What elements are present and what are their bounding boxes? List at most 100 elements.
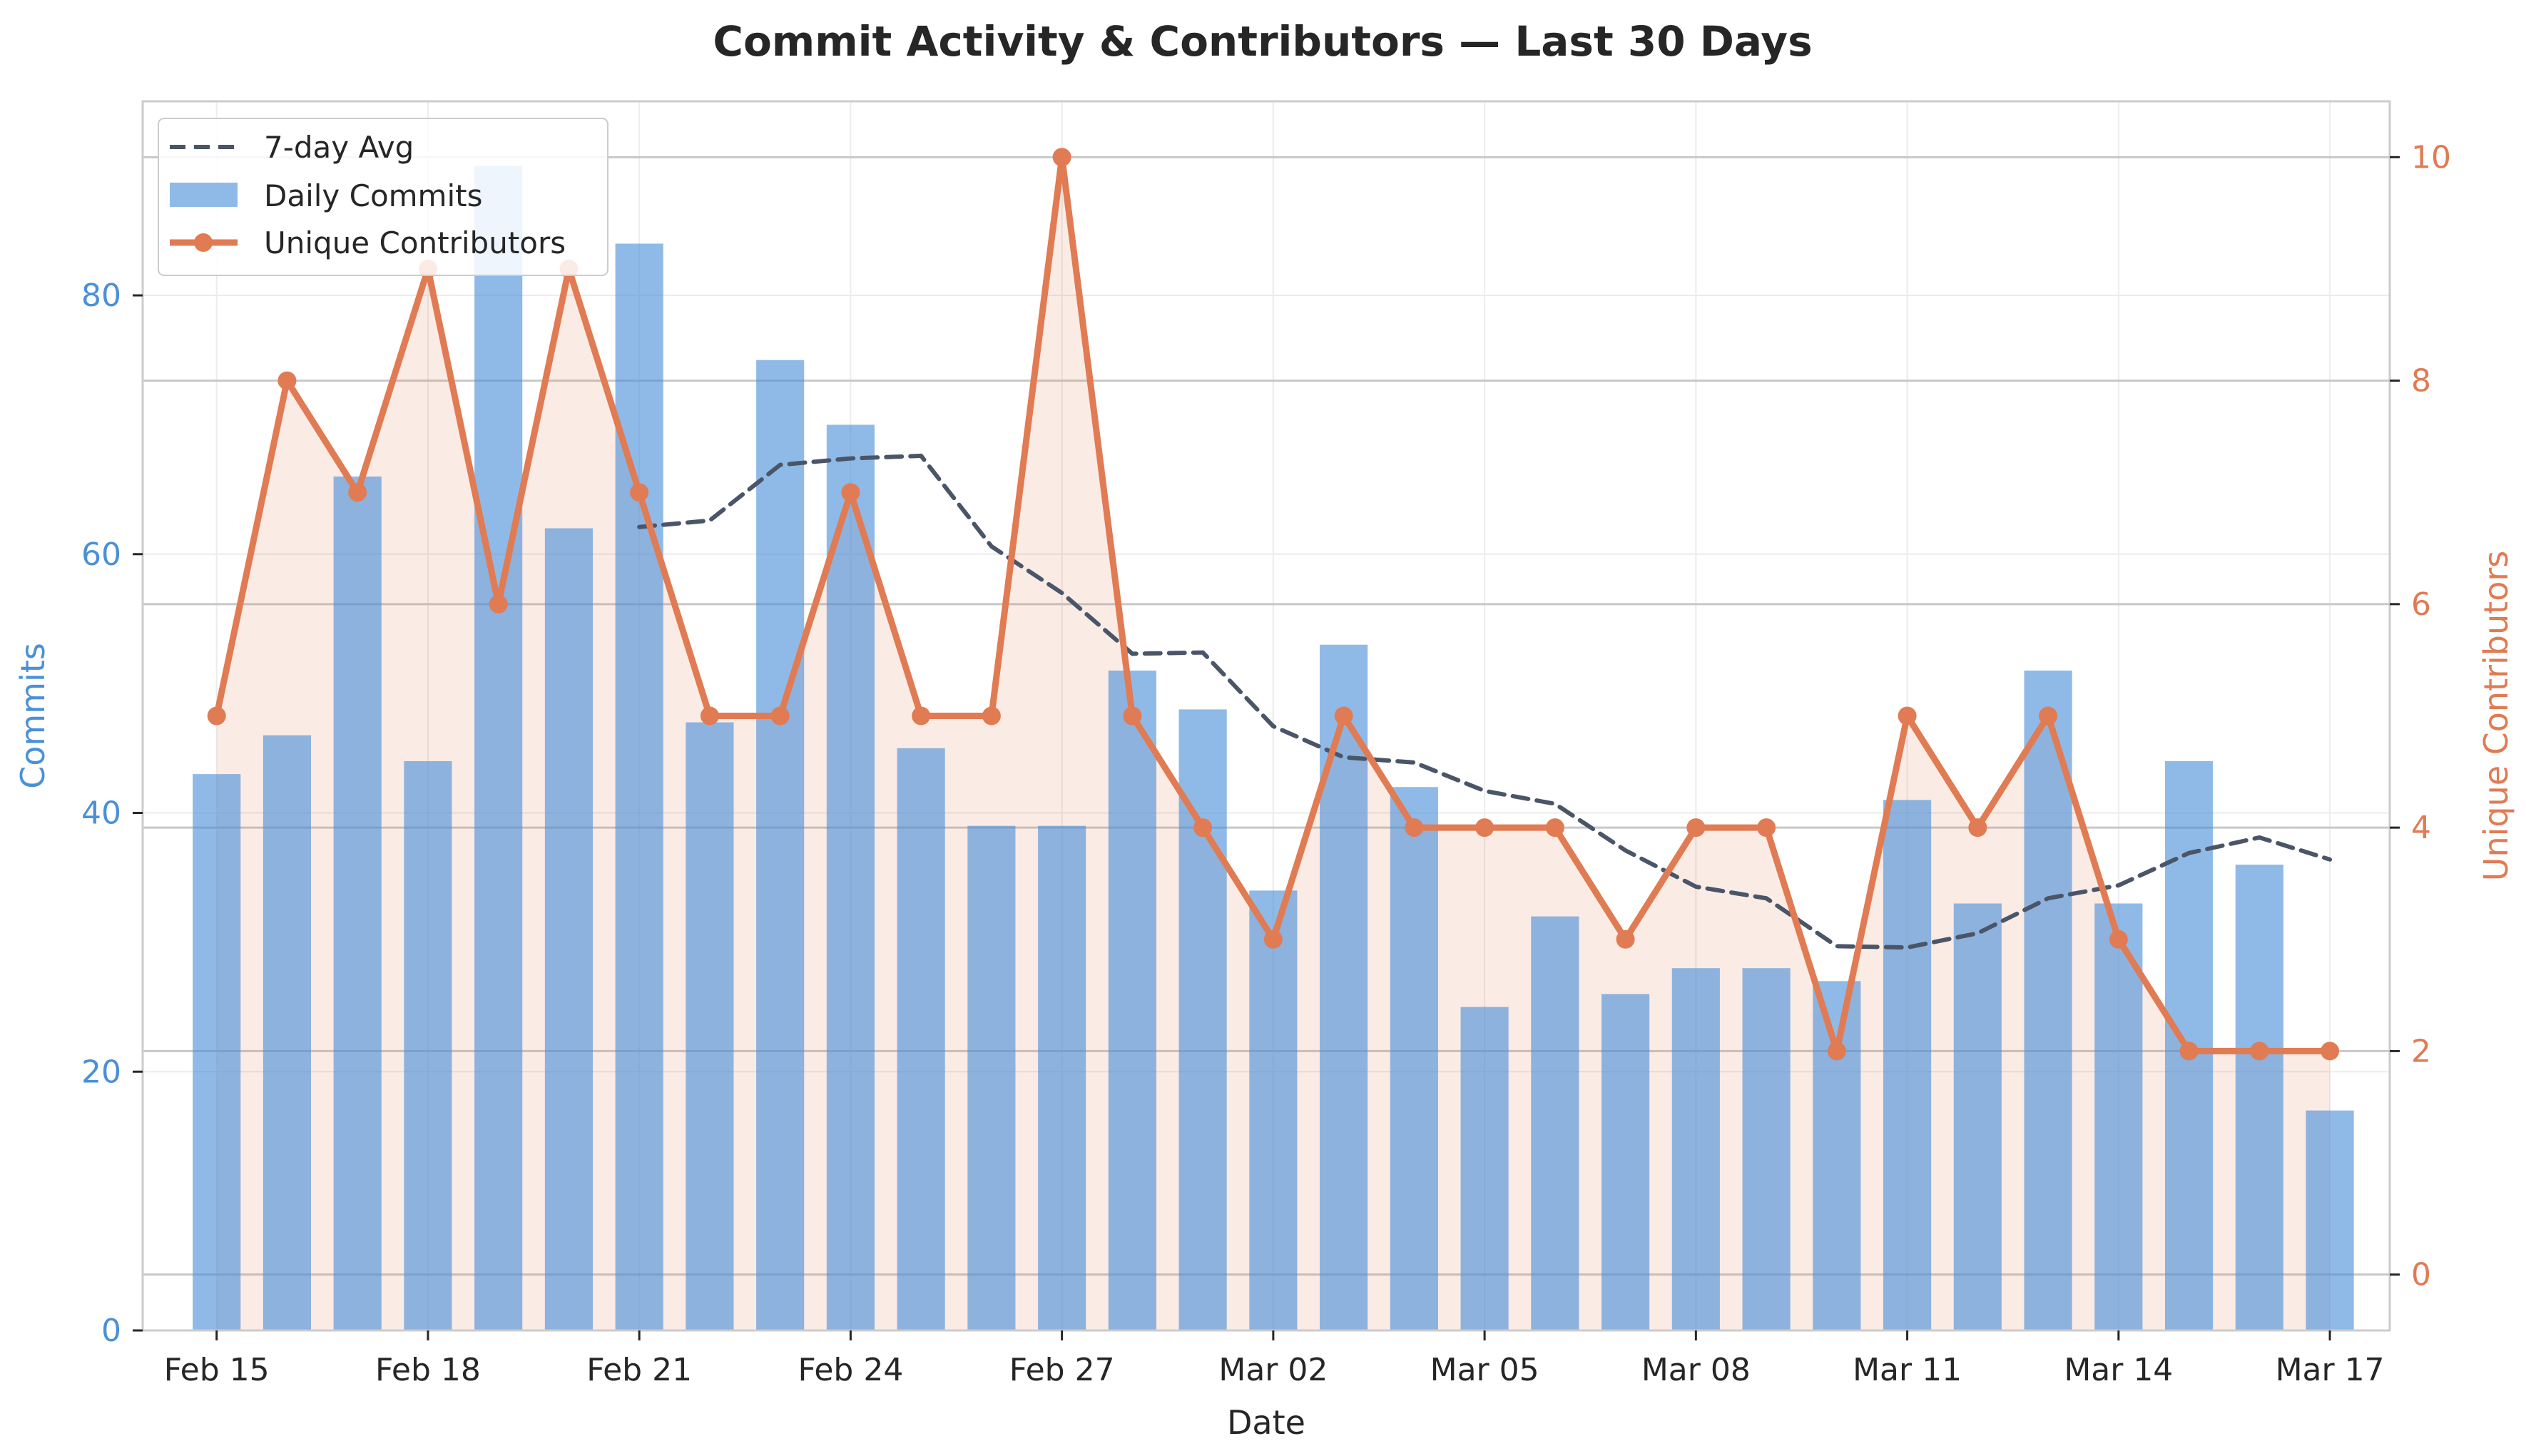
- commit-bar: [2235, 865, 2283, 1330]
- legend-contributors-marker: [194, 233, 213, 252]
- contributors-point: [1475, 818, 1494, 838]
- legend-contributors-label: Unique Contributors: [264, 225, 566, 260]
- commit-bar: [1813, 981, 1861, 1330]
- contributors-point: [630, 483, 649, 502]
- x-axis-label: Date: [1227, 1403, 1305, 1442]
- x-tick-label: Mar 05: [1430, 1352, 1539, 1388]
- legend-commits-label: Daily Commits: [264, 178, 483, 213]
- chart-title: Commit Activity & Contributors — Last 30…: [713, 17, 1812, 66]
- legend-box: [158, 118, 608, 276]
- contributors-point: [1545, 818, 1564, 838]
- commit-bar: [193, 774, 241, 1330]
- commit-bar: [263, 735, 312, 1330]
- x-tick-label: Feb 21: [586, 1352, 692, 1388]
- right-y-tick-label: 0: [2411, 1257, 2431, 1293]
- contributors-point: [489, 594, 508, 614]
- contributors-point: [770, 706, 790, 726]
- contributors-point: [2179, 1042, 2199, 1061]
- contributors-point: [1686, 818, 1706, 838]
- contributors-point: [700, 706, 719, 726]
- contributors-point: [207, 706, 226, 726]
- contributors-point: [1193, 818, 1213, 838]
- contributors-point: [841, 483, 860, 502]
- avg-line-layer: [637, 453, 2333, 950]
- avg-line: [637, 453, 2333, 950]
- commit-bar: [1108, 671, 1156, 1330]
- right-y-tick-label: 2: [2411, 1033, 2431, 1069]
- commit-bar: [1178, 709, 1227, 1330]
- contributors-point: [1616, 930, 1635, 949]
- commit-bar: [967, 825, 1016, 1330]
- left-y-tick-label: 60: [81, 536, 121, 573]
- x-tick-label: Mar 14: [2064, 1352, 2173, 1388]
- left-y-tick-label: 0: [101, 1313, 121, 1349]
- left-y-axis-label: Commits: [14, 643, 52, 789]
- x-tick-label: Feb 15: [164, 1352, 270, 1388]
- contributors-point: [1968, 818, 1987, 838]
- contributors-point: [348, 483, 367, 502]
- right-y-tick-label: 6: [2411, 586, 2431, 623]
- right-y-tick-label: 10: [2411, 139, 2451, 175]
- contributors-point: [1334, 706, 1353, 726]
- commit-bar: [1742, 968, 1791, 1330]
- contributors-point: [1898, 706, 1917, 726]
- commit-bar: [333, 476, 382, 1330]
- commit-bars: [193, 166, 2354, 1331]
- x-tick-label: Mar 08: [1641, 1352, 1751, 1388]
- commit-bar: [2306, 1110, 2354, 1330]
- commit-bar: [1883, 800, 1932, 1330]
- right-y-tick-label: 8: [2411, 363, 2431, 399]
- contributors-point: [2250, 1042, 2269, 1061]
- x-tick-label: Feb 24: [798, 1352, 903, 1388]
- commit-bar: [1671, 968, 1720, 1330]
- legend-avg-label: 7-day Avg: [264, 130, 414, 165]
- x-tick-label: Mar 11: [1853, 1352, 1962, 1388]
- left-y-tick-label: 80: [81, 278, 121, 314]
- x-tick-label: Feb 18: [375, 1352, 481, 1388]
- legend-commits-swatch: [170, 183, 238, 207]
- commit-bar: [615, 243, 663, 1330]
- commit-bar: [404, 760, 452, 1330]
- commit-bar: [474, 166, 523, 1330]
- commit-bar: [1601, 994, 1650, 1330]
- contributors-point: [1052, 148, 1071, 167]
- commit-bar: [686, 722, 734, 1330]
- x-tick-label: Mar 02: [1218, 1352, 1328, 1388]
- right-y-axis-ticks: 0 2 4 6 8 10: [2390, 139, 2451, 1293]
- commit-bar: [544, 528, 593, 1330]
- x-tick-label: Feb 27: [1009, 1352, 1115, 1388]
- contributors-point: [2039, 706, 2058, 726]
- commit-bar: [1249, 890, 1298, 1330]
- contributors-point: [982, 706, 1001, 726]
- contributors-area-fill: [216, 157, 2331, 1331]
- commit-bar: [756, 360, 805, 1331]
- contributors-point: [1123, 706, 1142, 726]
- left-y-axis-ticks: 0 20 40 60 80: [81, 278, 143, 1349]
- contributors-point: [2109, 930, 2128, 949]
- contributors-point: [2321, 1042, 2340, 1061]
- contributors-point: [277, 371, 297, 390]
- commit-bar: [1531, 916, 1579, 1330]
- left-y-tick-label: 40: [81, 795, 121, 832]
- commit-bar: [2024, 671, 2072, 1330]
- commit-bar: [826, 424, 875, 1330]
- contributors-point: [1757, 818, 1776, 838]
- right-y-tick-label: 4: [2411, 810, 2431, 846]
- commit-bar: [1390, 787, 1438, 1330]
- contributors-area: [216, 157, 2331, 1331]
- commit-bar: [2094, 903, 2143, 1330]
- left-y-tick-label: 20: [81, 1054, 121, 1090]
- plot-frame: [141, 100, 2391, 1332]
- commit-bar: [1953, 903, 2002, 1330]
- x-axis-ticks: Feb 15 Feb 18 Feb 21 Feb 24 Feb 27 Mar 02 Mar …: [164, 1330, 2385, 1388]
- contributors-point: [1263, 930, 1283, 949]
- contributors-point: [1405, 818, 1424, 838]
- commit-bar: [897, 748, 945, 1330]
- right-y-axis-label: Unique Contributors: [2477, 551, 2515, 881]
- x-tick-label: Mar 17: [2276, 1352, 2385, 1388]
- legend: 7-day Avg Daily Commits Unique Contribut…: [158, 118, 608, 276]
- contributors-point: [912, 706, 931, 726]
- contributors-point: [1827, 1042, 1846, 1061]
- commit-bar: [1038, 825, 1086, 1330]
